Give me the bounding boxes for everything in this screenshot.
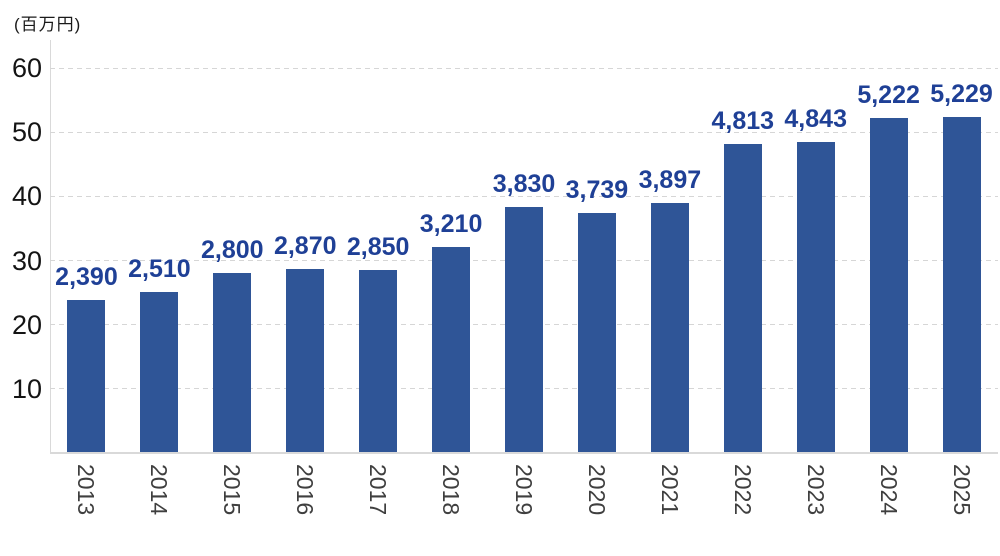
x-tick-label-2018: 2018 [438, 464, 465, 516]
bar-2013 [67, 299, 106, 452]
y-tick-label-10: 10 [11, 373, 42, 404]
x-tick-label-2016: 2016 [292, 464, 319, 516]
x-tick-label-2025: 2025 [948, 464, 975, 516]
x-tick-label-2023: 2023 [802, 464, 829, 516]
y-tick-label-40: 40 [11, 181, 42, 212]
bar-2019 [505, 207, 543, 452]
bar-2017 [359, 270, 398, 452]
gridline-60 [50, 67, 998, 69]
value-label-2017: 2,850 [346, 233, 410, 262]
bar-2025 [942, 117, 981, 452]
y-axis-line [50, 40, 51, 453]
value-label-2020: 3,739 [565, 176, 629, 205]
value-label-2013: 2,390 [55, 262, 118, 291]
value-label-2019: 3,830 [492, 170, 556, 199]
bar-2020 [577, 213, 616, 452]
x-tick-label-2013: 2013 [73, 464, 100, 516]
bar-2014 [140, 291, 179, 452]
bar-2022 [723, 144, 762, 452]
y-tick-label-50: 50 [11, 117, 42, 148]
y-tick-label-20: 20 [11, 309, 42, 340]
value-label-2022: 4,813 [711, 107, 775, 136]
x-tick-label-2020: 2020 [583, 464, 610, 516]
bar-2015 [213, 273, 252, 452]
value-label-2018: 3,210 [419, 210, 483, 239]
x-tick-label-2024: 2024 [875, 464, 902, 516]
bar-2021 [650, 202, 689, 452]
y-tick-label-30: 30 [11, 245, 42, 276]
gridline-50 [50, 131, 998, 133]
bar-2018 [432, 247, 471, 452]
bar-2016 [286, 268, 325, 452]
value-label-2021: 3,897 [638, 165, 702, 194]
y-tick-label-60: 60 [11, 53, 42, 83]
x-axis-line [50, 452, 998, 454]
bar-2024 [869, 117, 908, 452]
value-label-2016: 2,870 [273, 231, 337, 260]
x-tick-label-2014: 2014 [146, 464, 173, 516]
x-tick-label-2021: 2021 [656, 464, 683, 516]
x-tick-label-2015: 2015 [219, 464, 246, 516]
value-label-2015: 2,800 [201, 236, 264, 265]
bar-2023 [796, 142, 835, 452]
value-label-2014: 2,510 [128, 254, 191, 283]
x-tick-label-2019: 2019 [511, 464, 537, 516]
value-label-2024: 5,222 [857, 80, 920, 109]
gridline-40 [50, 195, 998, 197]
x-tick-label-2022: 2022 [729, 464, 756, 516]
value-label-2023: 4,843 [784, 105, 847, 134]
value-label-2025: 5,229 [930, 80, 993, 109]
x-tick-label-2017: 2017 [365, 464, 392, 516]
y-axis-unit-label: (百万円) [14, 15, 82, 34]
